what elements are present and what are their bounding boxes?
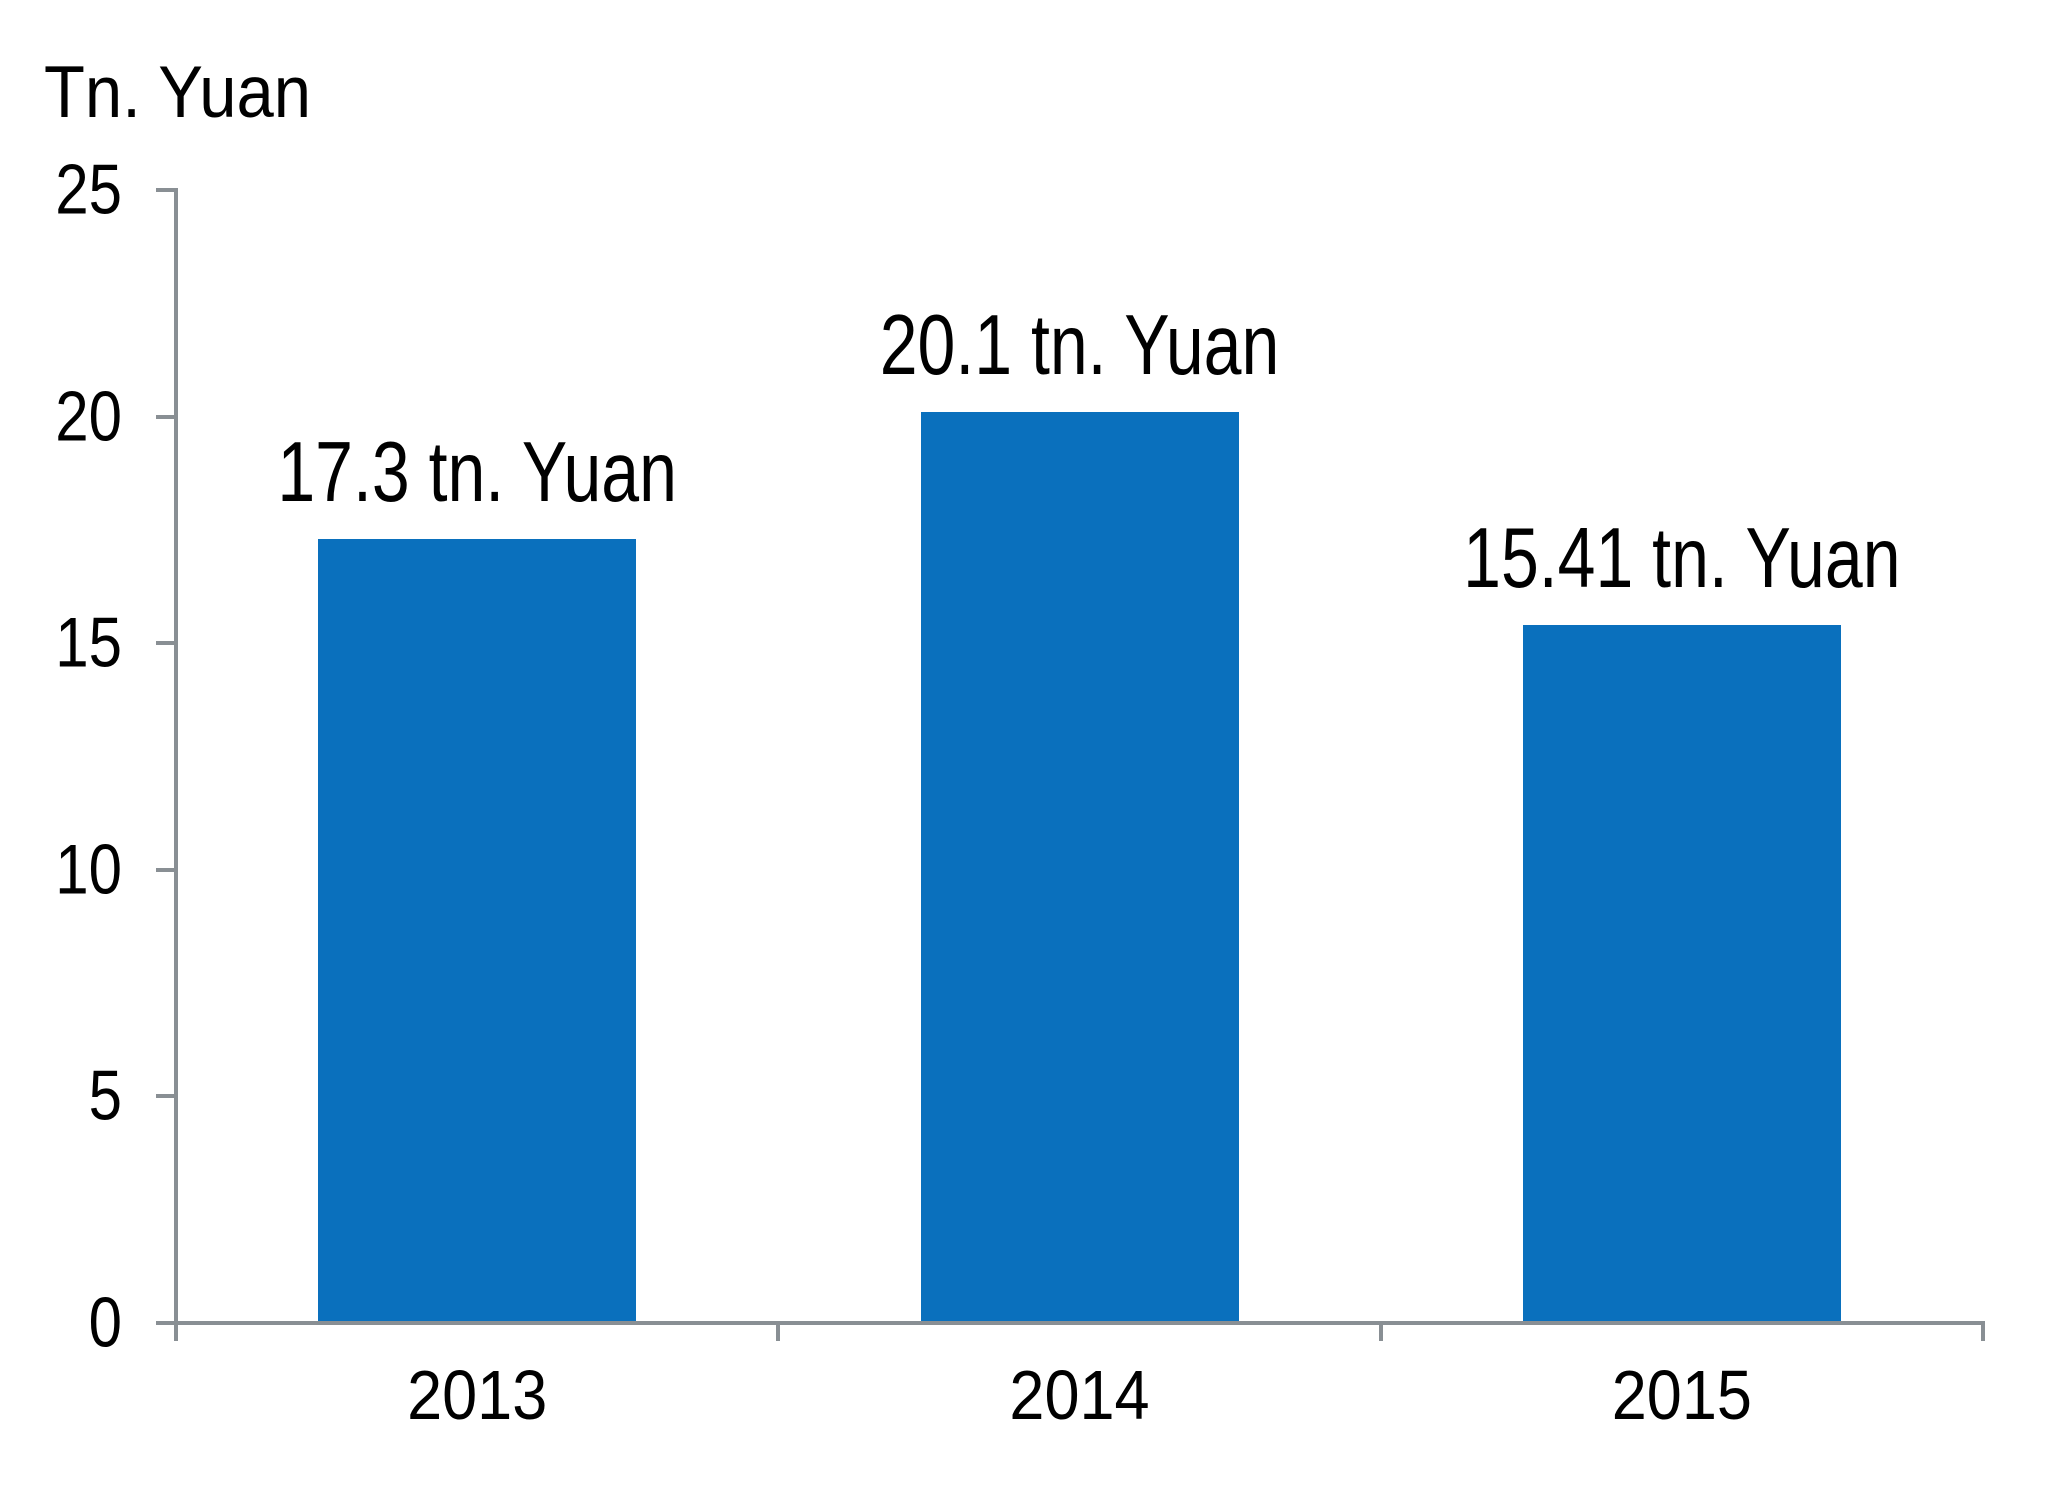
y-tick-label: 25 [55,149,122,229]
x-axis-line [156,1321,1985,1325]
y-axis-line [174,188,178,1341]
x-tick-label-2015: 2015 [1611,1357,1752,1435]
y-axis-title: Tn. Yuan [44,51,311,134]
data-label-2015: 15.41 tn. Yuan [1463,510,1901,606]
bar-2015 [1522,624,1841,1321]
data-label-2013: 17.3 tn. Yuan [277,424,677,520]
y-tick-label: 10 [55,829,122,909]
y-tick-mark [156,1094,176,1099]
x-tick-mark [1981,1321,1985,1341]
y-tick-mark [156,414,176,419]
y-tick-label: 15 [55,603,122,683]
bar-2013 [318,538,637,1321]
y-tick-mark [156,188,176,192]
y-tick-mark [156,641,176,646]
x-tick-mark [776,1321,781,1341]
data-label-2014: 20.1 tn. Yuan [879,297,1280,393]
x-tick-label-2014: 2014 [1009,1357,1150,1435]
x-tick-label-2013: 2013 [407,1357,548,1435]
y-tick-label: 5 [88,1056,122,1136]
x-tick-mark [1378,1321,1383,1341]
y-tick-mark [156,867,176,872]
y-tick-mark [156,1321,176,1325]
y-tick-label: 20 [55,376,122,456]
bar-2014 [920,412,1239,1321]
y-tick-label: 0 [88,1282,122,1362]
